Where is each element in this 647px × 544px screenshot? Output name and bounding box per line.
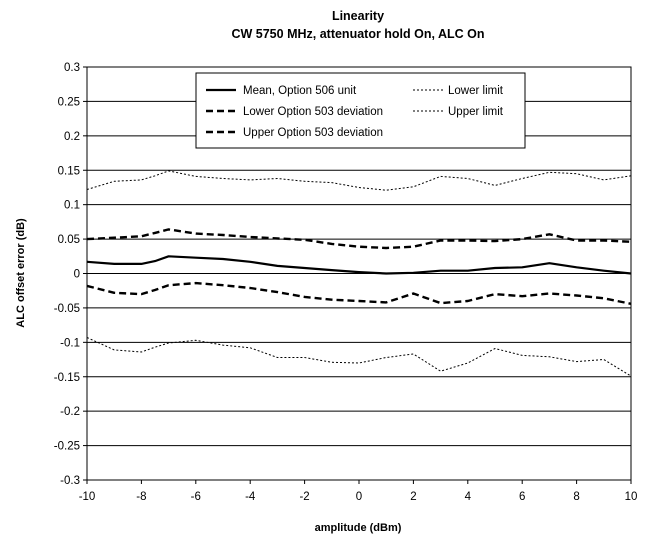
y-axis-ticks: 0.3 0.25 0.2 0.15 0.1 0.05 0 -0.05 -0.1 -0.15 -0.2… [54,62,87,487]
legend-label-lower-limit: Lower limit [448,85,504,97]
x-tick-label: -10 [79,491,96,503]
y-tick-label: 0.05 [58,234,80,246]
series-line-upper-limit [86,170,632,191]
data-series [86,170,632,377]
legend-label-upper-option-503-deviation: Upper Option 503 deviation [243,127,383,139]
y-tick-label: 0.1 [64,200,80,212]
x-tick-label: 0 [356,491,362,503]
y-tick-label: -0.05 [54,303,80,315]
y-tick-label: -0.3 [60,475,80,487]
x-tick-label: 8 [573,491,579,503]
y-tick-label: 0.15 [58,165,80,177]
y-tick-label: -0.2 [60,406,80,418]
series-line-upper-option-503-deviation [86,228,632,250]
x-tick-label: 4 [465,491,472,503]
x-tick-label: -8 [136,491,146,503]
chart-title: Linearity [332,9,384,23]
legend-box [195,72,526,149]
chart-subtitle: CW 5750 MHz, attenuator hold On, ALC On [231,27,484,41]
x-tick-label: -4 [245,491,256,503]
series-line-lower-option-503-deviation [86,281,632,305]
series-line-mean-option-506-unit [86,255,632,275]
y-tick-label: -0.25 [54,441,80,453]
x-tick-label: 10 [625,491,638,503]
y-tick-label: 0.3 [64,62,80,74]
x-axis-title: amplitude (dBm) [315,522,402,534]
x-tick-label: -2 [299,491,309,503]
legend-label-lower-option-503-deviation: Lower Option 503 deviation [243,106,383,118]
x-axis-ticks: -10 -8 -6 -4 -2 0 2 4 6 8 10 [79,480,638,503]
y-tick-label: 0 [74,269,80,281]
x-tick-label: 6 [519,491,525,503]
chart-legend: Mean, Option 506 unit Lower Option 503 de… [195,72,526,149]
legend-label-upper-limit: Upper limit [448,106,504,118]
y-tick-label: -0.1 [60,337,80,349]
y-tick-label: -0.15 [54,372,80,384]
x-tick-label: 2 [410,491,416,503]
series-line-lower-limit [86,337,632,377]
x-tick-label: -6 [191,491,201,503]
legend-label-mean-option-506-unit: Mean, Option 506 unit [243,85,357,97]
y-tick-label: 0.25 [58,96,80,108]
y-axis-title: ALC offset error (dB) [15,218,27,328]
y-tick-label: 0.2 [64,131,80,143]
